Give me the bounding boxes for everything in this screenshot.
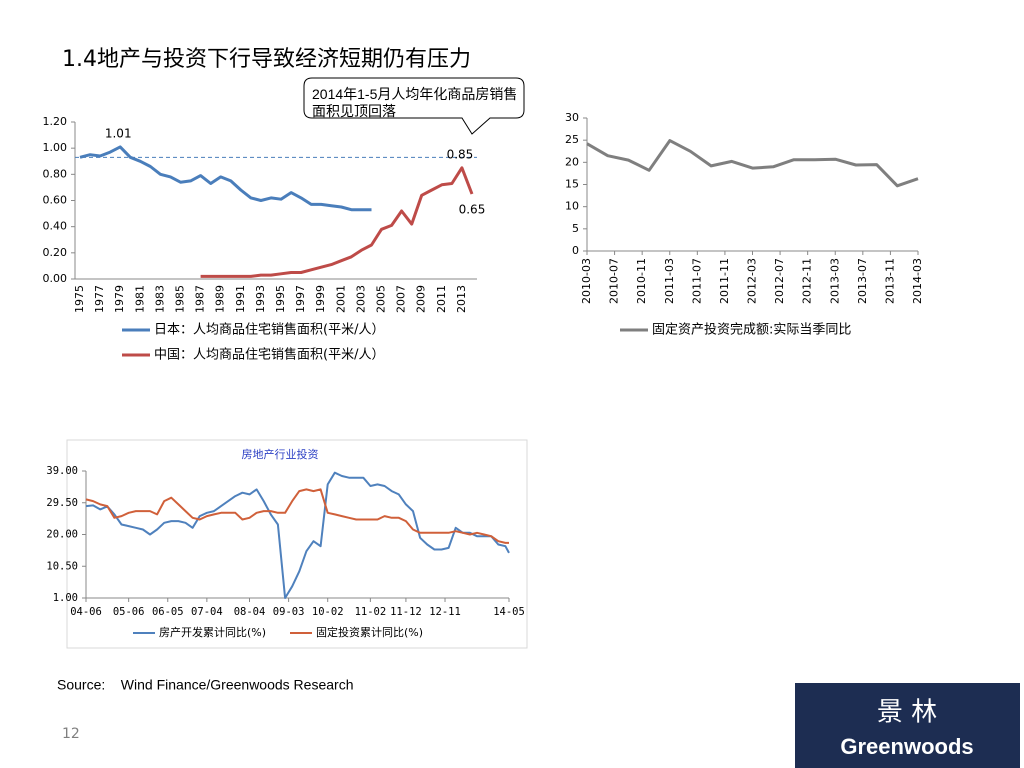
series-line xyxy=(85,488,509,544)
x-tick-label: 1997 xyxy=(294,285,307,313)
y-tick-label: 29.50 xyxy=(46,497,78,509)
callout-text: 2014年1-5月人均年化商品房销售面积见顶回落 xyxy=(312,86,518,119)
y-tick-label: 25 xyxy=(565,133,579,146)
y-tick-label: 1.00 xyxy=(43,141,68,154)
x-tick-label: 1995 xyxy=(274,285,287,313)
x-tick-label: 2013-11 xyxy=(883,258,896,304)
x-tick-label: 2012-07 xyxy=(773,258,786,304)
value-label: 0.65 xyxy=(459,202,486,216)
x-tick-label: 2010-03 xyxy=(580,258,593,304)
x-tick-label: 2011-07 xyxy=(690,258,703,304)
page-number: 12 xyxy=(62,726,80,742)
x-tick-label: 2013-07 xyxy=(856,258,869,304)
y-tick-label: 1.00 xyxy=(53,592,78,604)
series-line xyxy=(586,139,919,188)
x-tick-label: 1983 xyxy=(153,285,166,313)
x-tick-label: 14-05 xyxy=(493,606,525,618)
x-tick-label: 2010-11 xyxy=(635,258,648,304)
callout-box xyxy=(303,77,525,135)
x-tick-label: 1999 xyxy=(314,285,327,313)
x-tick-label: 2003 xyxy=(354,285,367,313)
x-tick-label: 2012-11 xyxy=(801,258,814,304)
value-label: 0.85 xyxy=(447,147,474,161)
logo-en: Greenwoods xyxy=(840,734,973,759)
x-tick-label: 08-04 xyxy=(234,606,266,618)
x-tick-label: 1993 xyxy=(254,285,267,313)
x-tick-label: 12-11 xyxy=(429,606,461,618)
x-tick-label: 2010-07 xyxy=(608,258,621,304)
x-tick-label: 2013 xyxy=(455,285,468,313)
series-line xyxy=(85,471,510,599)
x-tick-label: 2012-03 xyxy=(746,258,759,304)
y-tick-label: 15 xyxy=(565,178,579,191)
x-tick-label: 10-02 xyxy=(312,606,344,618)
x-tick-label: 1991 xyxy=(234,285,247,313)
legend-label: 日本：人均商品住宅销售面积(平米/人） xyxy=(154,322,384,338)
x-tick-label: 2011-03 xyxy=(663,258,676,304)
x-tick-label: 2011-11 xyxy=(718,258,731,304)
y-tick-label: 0.60 xyxy=(43,194,68,207)
chart-title: 房地产行业投资 xyxy=(242,447,319,461)
x-tick-label: 2013-03 xyxy=(828,258,841,304)
y-tick-label: 39.00 xyxy=(46,465,78,477)
y-tick-label: 1.20 xyxy=(43,115,68,128)
y-tick-label: 20 xyxy=(565,155,579,168)
x-tick-label: 2001 xyxy=(334,285,347,313)
y-tick-label: 5 xyxy=(572,222,579,235)
x-tick-label: 2014-03 xyxy=(911,258,924,304)
legend-label: 固定投资累计同比(%) xyxy=(316,625,423,639)
logo-cn: 景 林 xyxy=(877,698,937,728)
chart-frame xyxy=(66,439,528,649)
x-tick-label: 2005 xyxy=(375,285,388,313)
y-tick-label: 0 xyxy=(572,244,579,257)
x-tick-label: 1979 xyxy=(113,285,126,313)
y-tick-label: 30 xyxy=(565,111,579,124)
x-tick-label: 1975 xyxy=(73,285,86,313)
y-tick-label: 0.80 xyxy=(43,167,68,180)
y-tick-label: 20.00 xyxy=(46,529,78,541)
x-tick-label: 1989 xyxy=(214,285,227,313)
x-tick-label: 05-06 xyxy=(113,606,145,618)
legend-label: 中国：人均商品住宅销售面积(平米/人） xyxy=(154,347,384,363)
legend-label: 固定资产投资完成额:实际当季同比 xyxy=(652,322,851,338)
y-tick-label: 0.20 xyxy=(43,246,68,259)
x-tick-label: 07-04 xyxy=(191,606,223,618)
x-tick-label: 09-03 xyxy=(273,606,305,618)
x-tick-label: 1985 xyxy=(174,285,187,313)
series-line xyxy=(200,166,474,278)
x-tick-label: 2009 xyxy=(415,285,428,313)
slide-title: 1.4地产与投资下行导致经济短期仍有压力 xyxy=(62,47,471,72)
source: Source: Wind Finance/Greenwoods Research xyxy=(57,677,353,693)
series-line xyxy=(79,145,372,212)
value-label: 1.01 xyxy=(105,126,132,140)
y-tick-label: 10.50 xyxy=(46,560,78,572)
x-tick-label: 2007 xyxy=(395,285,408,313)
y-tick-label: 0.00 xyxy=(43,272,68,285)
x-tick-label: 04-06 xyxy=(70,606,102,618)
x-tick-label: 11-12 xyxy=(390,606,422,618)
x-tick-label: 1977 xyxy=(93,285,106,313)
logo-box xyxy=(795,683,1020,768)
x-tick-label: 1981 xyxy=(133,285,146,313)
x-tick-label: 1987 xyxy=(194,285,207,313)
x-tick-label: 2011 xyxy=(435,285,448,313)
x-tick-label: 06-05 xyxy=(152,606,184,618)
legend-label: 房产开发累计同比(%) xyxy=(159,625,266,639)
y-tick-label: 10 xyxy=(565,200,579,213)
x-tick-label: 11-02 xyxy=(355,606,387,618)
y-tick-label: 0.40 xyxy=(43,220,68,233)
